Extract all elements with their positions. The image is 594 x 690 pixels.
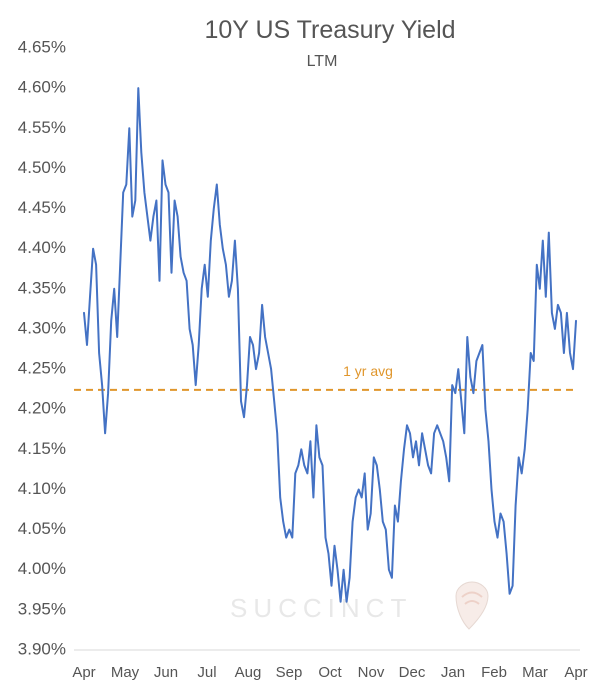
chart-subtitle: LTM [307, 53, 338, 70]
watermark-arc [461, 591, 483, 598]
y-tick-label: 4.45% [18, 198, 66, 217]
x-tick-label: May [111, 664, 140, 681]
y-tick-label: 4.25% [18, 359, 66, 378]
y-tick-label: 4.20% [18, 399, 66, 418]
y-tick-label: 4.40% [18, 238, 66, 257]
x-tick-label: Aug [235, 664, 262, 681]
x-tick-label: Nov [358, 664, 385, 681]
y-tick-label: 4.10% [18, 479, 66, 498]
y-axis: 4.65% 4.60% 4.55% 4.50% 4.45% 4.40% 4.35% 4.30%… [18, 37, 66, 658]
y-tick-label: 4.65% [18, 37, 66, 56]
y-tick-label: 4.35% [18, 278, 66, 297]
y-tick-label: 4.55% [18, 118, 66, 137]
chart-title: 10Y US Treasury Yield [204, 16, 455, 44]
x-tick-label: Sep [276, 664, 303, 681]
watermark-text: SUCCINCT [230, 593, 412, 623]
x-tick-label: Mar [522, 664, 548, 681]
x-tick-label: Apr [72, 664, 95, 681]
y-tick-label: 4.00% [18, 559, 66, 578]
x-tick-label: Apr [564, 664, 587, 681]
x-tick-label: Jul [197, 664, 216, 681]
yield-series-line [83, 87, 577, 603]
x-tick-label: Feb [481, 664, 507, 681]
average-label: 1 yr avg [343, 363, 393, 379]
x-tick-label: Jan [441, 664, 465, 681]
y-tick-label: 3.90% [18, 639, 66, 658]
y-tick-label: 4.15% [18, 439, 66, 458]
x-tick-label: Oct [318, 664, 342, 681]
y-tick-label: 3.95% [18, 599, 66, 618]
y-tick-label: 4.30% [18, 318, 66, 337]
watermark-logo: SUCCINCT [230, 581, 489, 630]
x-tick-label: Dec [399, 664, 426, 681]
watermark-shield [455, 581, 489, 630]
y-tick-label: 4.50% [18, 158, 66, 177]
y-tick-label: 4.60% [18, 78, 66, 97]
watermark-arc [464, 600, 480, 605]
x-axis: Apr May Jun Jul Aug Sep Oct Nov Dec Jan Feb Mar Apr [72, 664, 587, 681]
y-tick-label: 4.05% [18, 519, 66, 538]
x-tick-label: Jun [154, 664, 178, 681]
